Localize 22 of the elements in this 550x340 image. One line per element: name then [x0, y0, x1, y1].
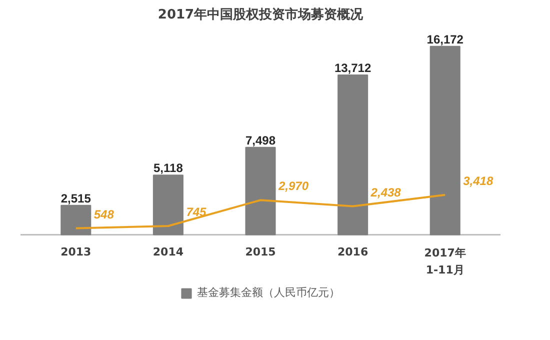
data-label: 2,970	[278, 179, 309, 194]
data-label: 2,515	[60, 191, 92, 206]
data-label: 2,438	[370, 185, 402, 200]
data-label: 7,498	[245, 133, 276, 148]
chart-title: 2017年中国股权投资市场募资概况	[158, 6, 364, 22]
bar	[430, 46, 460, 236]
data-label: 548	[94, 207, 114, 222]
bar	[338, 74, 368, 236]
bar	[152, 174, 184, 236]
x-tick-label: 2014	[152, 246, 184, 259]
data-label: 5,118	[154, 161, 184, 176]
bar	[245, 146, 276, 236]
x-tick-label: 2016	[338, 246, 368, 259]
x-tick-label: 2017年 1-11月	[424, 246, 466, 277]
data-label: 16,172	[426, 32, 464, 46]
x-tick-label: 2013	[60, 246, 92, 259]
data-label: 3,418	[463, 174, 494, 188]
data-label: 13,712	[334, 60, 372, 75]
bar	[60, 204, 92, 236]
legend-label: 基金募集金额（人民币亿元）	[197, 285, 340, 300]
x-tick-label: 2015	[245, 246, 276, 259]
data-label: 745	[186, 205, 207, 220]
